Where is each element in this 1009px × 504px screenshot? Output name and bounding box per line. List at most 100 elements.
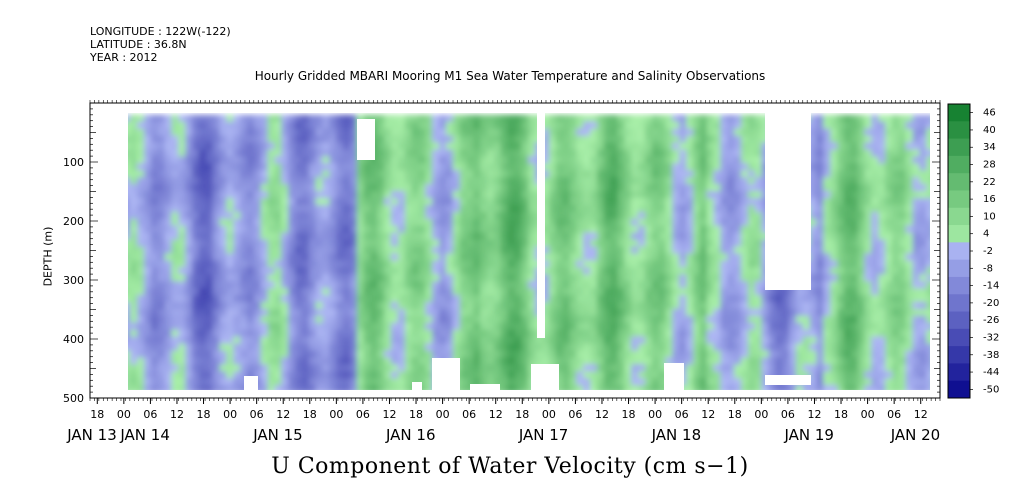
- heatmap-cell: [391, 114, 399, 123]
- heatmap-cell: [246, 274, 255, 283]
- heatmap-cell: [384, 308, 393, 317]
- heatmap-cell: [693, 198, 701, 206]
- heatmap-cell: [233, 378, 242, 387]
- heatmap-cell: [610, 163, 619, 172]
- heatmap-cell: [185, 163, 194, 172]
- heatmap-cell: [610, 385, 619, 394]
- heatmap-cell: [253, 267, 262, 276]
- heatmap-cell: [596, 295, 605, 303]
- heatmap-cell: [569, 239, 578, 248]
- heatmap-cell: [404, 350, 413, 359]
- heatmap-cell: [658, 350, 667, 359]
- heatmap-cell: [336, 281, 344, 290]
- heatmap-cell: [898, 239, 907, 248]
- heatmap-cell: [734, 288, 742, 296]
- heatmap-cell: [919, 156, 928, 165]
- heatmap-cell: [363, 357, 372, 366]
- heatmap-cell: [706, 267, 715, 276]
- heatmap-cell: [514, 184, 523, 192]
- heatmap-cell: [754, 350, 763, 359]
- heatmap-cell: [219, 343, 228, 352]
- heatmap-cell: [850, 204, 859, 213]
- heatmap-cell: [157, 225, 166, 234]
- heatmap-cell: [816, 198, 825, 206]
- heatmap-cell: [363, 177, 372, 186]
- heatmap-cell: [617, 336, 626, 345]
- heatmap-cell: [576, 246, 585, 255]
- heatmap-cell: [713, 302, 722, 310]
- heatmap-cell: [679, 315, 688, 324]
- heatmap-cell: [466, 128, 475, 137]
- heatmap-cell: [631, 281, 640, 290]
- heatmap-cell: [754, 142, 763, 151]
- heatmap-cell: [555, 246, 564, 255]
- heatmap-cell: [864, 121, 873, 130]
- heatmap-cell: [624, 308, 633, 317]
- heatmap-cell: [610, 295, 619, 303]
- heatmap-cell: [240, 239, 248, 248]
- heatmap-cell: [384, 357, 393, 366]
- heatmap-cell: [638, 121, 646, 130]
- heatmap-cell: [212, 246, 221, 255]
- heatmap-cell: [651, 329, 660, 338]
- heatmap-cell: [500, 322, 509, 331]
- heatmap-cell: [747, 204, 756, 213]
- heatmap-cell: [741, 191, 749, 199]
- heatmap-cell: [226, 343, 235, 352]
- heatmap-cell: [384, 329, 393, 338]
- heatmap-cell: [315, 281, 324, 290]
- heatmap-cell: [411, 156, 420, 165]
- heatmap-cell: [562, 336, 571, 345]
- heatmap-cell: [919, 184, 928, 192]
- heatmap-cell: [494, 274, 502, 283]
- heatmap-cell: [528, 281, 537, 290]
- heatmap-cell: [617, 184, 626, 192]
- heatmap-cell: [494, 177, 502, 186]
- heatmap-cell: [919, 322, 928, 331]
- heatmap-cell: [418, 177, 427, 186]
- heatmap-cell: [356, 225, 365, 234]
- heatmap-cell: [343, 336, 351, 345]
- heatmap-cell: [878, 239, 887, 248]
- heatmap-cell: [706, 218, 715, 227]
- heatmap-cell: [885, 260, 893, 269]
- heatmap-cell: [246, 336, 255, 345]
- heatmap-cell: [274, 128, 283, 137]
- heatmap-cell: [871, 253, 880, 262]
- heatmap-cell: [205, 211, 214, 220]
- heatmap-cell: [233, 343, 242, 352]
- heatmap-cell: [514, 267, 523, 276]
- heatmap-cell: [404, 135, 413, 144]
- heatmap-cell: [672, 357, 681, 366]
- heatmap-cell: [185, 371, 194, 380]
- heatmap-cell: [178, 142, 187, 151]
- heatmap-cell: [425, 281, 434, 290]
- heatmap-cell: [164, 142, 173, 151]
- heatmap-cell: [356, 378, 365, 387]
- heatmap-cell: [404, 267, 413, 276]
- heatmap-cell: [617, 329, 626, 338]
- heatmap-cell: [823, 357, 832, 366]
- heatmap-cell: [439, 170, 447, 179]
- heatmap-cell: [480, 267, 489, 276]
- heatmap-cell: [603, 114, 612, 123]
- heatmap-cell: [144, 267, 152, 276]
- heatmap-cell: [816, 239, 825, 248]
- heatmap-cell: [500, 142, 509, 151]
- heatmap-cell: [720, 128, 729, 137]
- heatmap-cell: [672, 170, 681, 179]
- heatmap-cell: [130, 364, 139, 373]
- heatmap-cell: [919, 260, 928, 269]
- heatmap-cell: [144, 357, 152, 366]
- heatmap-cell: [816, 302, 825, 310]
- heatmap-cell: [576, 191, 585, 199]
- heatmap-cell: [336, 343, 344, 352]
- heatmap-cell: [514, 177, 523, 186]
- heatmap-cell: [857, 281, 866, 290]
- heatmap-cell: [583, 142, 592, 151]
- heatmap-cell: [384, 156, 393, 165]
- heatmap-cell: [171, 253, 180, 262]
- heatmap-cell: [617, 163, 626, 172]
- heatmap-cell: [445, 184, 454, 192]
- heatmap-cell: [837, 121, 845, 130]
